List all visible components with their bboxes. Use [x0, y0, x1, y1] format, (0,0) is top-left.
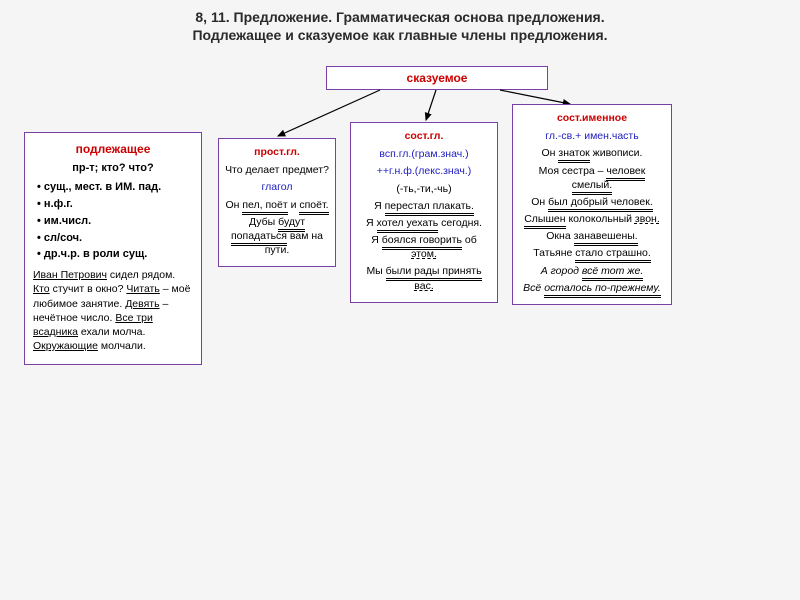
col2-e1: Я перестал плакать. [357, 199, 491, 213]
simple-verbal-box: прост.гл. Что делает предмет? глагол Он … [218, 138, 336, 267]
compound-nominal-box: сост.именное гл.-св.+ имен.часть Он знат… [512, 104, 672, 305]
col3-e5: Окна занавешены. [519, 229, 665, 243]
col2-sub3: (-ть,-ти,-чь) [357, 182, 491, 196]
col3-e1: Он знаток живописи. [519, 146, 665, 160]
compound-verbal-box: сост.гл. всп.гл.(грам.знач.) ++г.н.ф.(ле… [350, 122, 498, 303]
subject-examples: Иван Петрович сидел рядом. Кто стучит в … [33, 268, 193, 353]
subject-sub: пр-т; кто? что? [33, 161, 193, 176]
col2-sub1: всп.гл.(грам.знач.) [357, 147, 491, 161]
col1-ex2: Дубы будут попадаться вам на пути. [225, 215, 329, 258]
col3-sub: гл.-св.+ имен.часть [519, 129, 665, 143]
subject-bullets: сущ., мест. в ИМ. пад. н.ф.г. им.числ. с… [33, 180, 193, 262]
col3-e2: Моя сестра – человек смелый. [519, 164, 665, 192]
title-line-2: Подлежащее и сказуемое как главные члены… [192, 27, 607, 43]
subject-b1: сущ., мест. в ИМ. пад. [37, 180, 193, 195]
col3-header: сост.именное [519, 111, 665, 125]
col3-e6: Татьяне стало страшно. [519, 246, 665, 260]
subject-b3: им.числ. [37, 214, 193, 229]
subject-box: подлежащее пр-т; кто? что? сущ., мест. в… [24, 132, 202, 365]
col1-glagol: глагол [225, 180, 329, 194]
col2-e4: Мы были рады принять вас. [357, 264, 491, 292]
title-line-1: 8, 11. Предложение. Грамматическая основ… [195, 9, 604, 25]
subject-b2: н.ф.г. [37, 197, 193, 212]
subject-header: подлежащее [33, 141, 193, 157]
subject-b4: сл/соч. [37, 231, 193, 246]
col3-e8: Всё осталось по-прежнему. [519, 281, 665, 295]
col2-sub2: ++г.н.ф.(лекс.знач.) [357, 164, 491, 178]
col1-header: прост.гл. [225, 145, 329, 159]
col1-question: Что делает предмет? [225, 163, 329, 177]
subject-b5: др.ч.р. в роли сущ. [37, 247, 193, 262]
col3-e3: Он был добрый человек. [519, 195, 665, 209]
predicate-root-label: сказуемое [407, 71, 468, 85]
predicate-root-box: сказуемое [326, 66, 548, 90]
col3-e4: Слышен колокольный звон. [519, 212, 665, 226]
col2-e2: Я хотел уехать сегодня. [357, 216, 491, 230]
col1-ex1: Он пел, поёт и споёт. [225, 198, 329, 212]
col2-header: сост.гл. [357, 129, 491, 143]
page-title: 8, 11. Предложение. Грамматическая основ… [0, 0, 800, 48]
col2-e3: Я боялся говорить об этом. [357, 233, 491, 261]
col3-e7: А город всё тот же. [519, 264, 665, 278]
